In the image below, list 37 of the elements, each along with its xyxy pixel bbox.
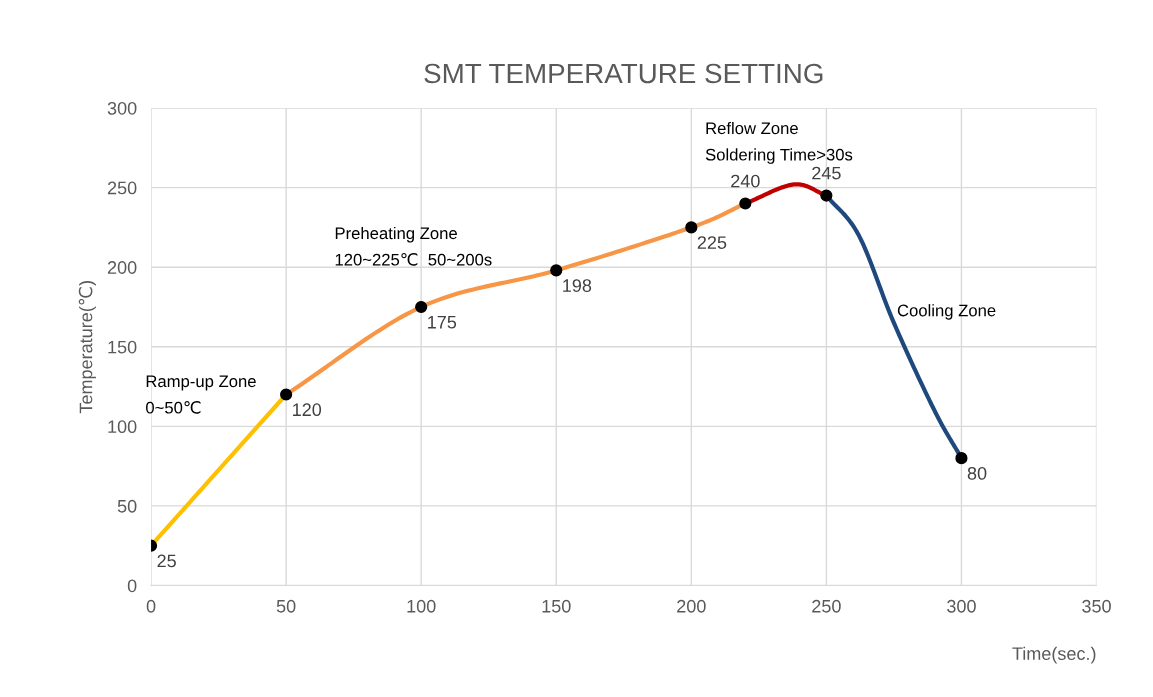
y-tick-label: 50 — [117, 499, 137, 513]
x-tick-label: 200 — [677, 599, 706, 613]
point — [955, 452, 968, 465]
point — [739, 197, 752, 210]
data-label: 120 — [293, 403, 322, 417]
point — [820, 189, 833, 202]
chart-title: SMT TEMPERATURE SETTING — [424, 63, 823, 84]
point — [280, 388, 293, 401]
point — [550, 264, 563, 277]
x-tick-label: 250 — [812, 599, 841, 613]
point — [415, 300, 428, 314]
x-tick-label: 100 — [407, 599, 436, 613]
x-tick-label: 150 — [542, 599, 571, 613]
annotation: Ramp-up Zone 0~50℃ — [146, 375, 256, 414]
y-tick-label: 100 — [108, 420, 137, 434]
x-axis-title: Time(sec.) — [1012, 646, 1096, 664]
y-tick-label: 150 — [108, 340, 137, 354]
data-label: 245 — [812, 166, 841, 180]
data-label: 225 — [697, 236, 727, 249]
x-tick-label: 350 — [1082, 599, 1111, 613]
y-axis-title: Temperature(℃) — [78, 281, 96, 414]
y-tick-label: 300 — [107, 101, 137, 115]
y-tick-label: 0 — [127, 579, 137, 593]
annotation: Reflow Zone Soldering Time>30s — [705, 121, 853, 164]
annotation: Cooling Zone — [897, 304, 996, 320]
x-tick-label: 0 — [146, 599, 156, 613]
data-label: 240 — [731, 174, 760, 188]
point — [685, 221, 698, 234]
data-label: 175 — [428, 315, 457, 329]
data-label: 25 — [157, 554, 176, 568]
x-tick-label: 300 — [947, 599, 976, 613]
x-tick-label: 50 — [276, 599, 296, 613]
data-label: 198 — [563, 279, 592, 292]
data-label: 80 — [967, 466, 987, 480]
y-tick-label: 200 — [107, 261, 137, 274]
y-tick-label: 250 — [107, 181, 137, 195]
annotation: Preheating Zone 120~225℃ 50~200s — [335, 226, 492, 266]
